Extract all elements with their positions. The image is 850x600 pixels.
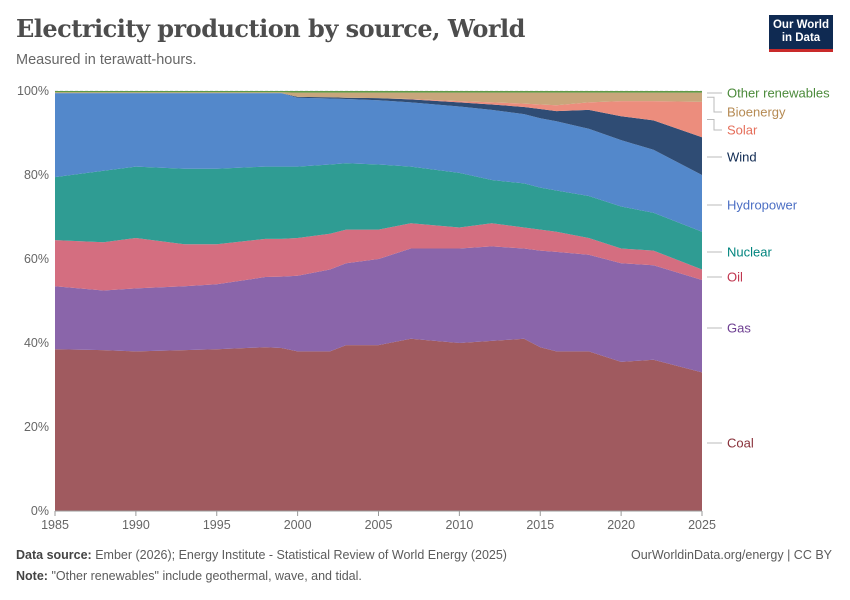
y-tick-label: 0% — [31, 504, 49, 518]
data-source-text: Ember (2026); Energy Institute - Statist… — [95, 548, 507, 562]
y-tick-label: 80% — [24, 168, 49, 182]
x-tick-label: 1995 — [203, 518, 231, 532]
y-tick-label: 60% — [24, 252, 49, 266]
chart-subtitle: Measured in terawatt-hours. — [16, 52, 197, 68]
legend-label-bioenergy[interactable]: Bioenergy — [727, 105, 786, 120]
x-tick-label: 1985 — [41, 518, 69, 532]
y-tick-label: 100% — [17, 84, 49, 98]
note-label: Note: — [16, 569, 48, 583]
legend-label-hydropower[interactable]: Hydropower — [727, 198, 798, 213]
y-tick-label: 20% — [24, 420, 49, 434]
data-source: Data source: Ember (2026); Energy Instit… — [16, 548, 507, 562]
x-tick-label: 2000 — [284, 518, 312, 532]
legend-label-oil[interactable]: Oil — [727, 270, 743, 285]
data-source-label: Data source: — [16, 548, 92, 562]
area-nuclear[interactable] — [55, 163, 702, 270]
area-wind[interactable] — [55, 93, 702, 175]
legend-connector — [707, 119, 722, 131]
y-tick-label: 40% — [24, 336, 49, 350]
legend-label-gas[interactable]: Gas — [727, 321, 751, 336]
area-other-renewables[interactable] — [55, 91, 702, 93]
legend-label-other-renewables[interactable]: Other renewables — [727, 86, 830, 101]
chart-title: Electricity production by source, World — [16, 14, 525, 43]
note-text: "Other renewables" include geothermal, w… — [51, 569, 362, 583]
legend-label-nuclear[interactable]: Nuclear — [727, 245, 772, 260]
legend-connector — [707, 96, 722, 113]
area-gas[interactable] — [55, 246, 702, 373]
source-link[interactable]: OurWorldinData.org/energy | CC BY — [630, 548, 832, 562]
area-oil[interactable] — [55, 223, 702, 291]
x-tick-label: 2020 — [607, 518, 635, 532]
x-tick-label: 2015 — [526, 518, 554, 532]
x-tick-label: 2025 — [688, 518, 716, 532]
area-bioenergy[interactable] — [55, 92, 702, 106]
note: Note: "Other renewables" include geother… — [16, 569, 362, 583]
area-hydropower[interactable] — [55, 93, 702, 232]
x-tick-label: 1990 — [122, 518, 150, 532]
legend-label-solar[interactable]: Solar — [727, 123, 758, 138]
legend-label-wind[interactable]: Wind — [727, 150, 757, 165]
stacked-area-chart: 0% 20% 40% 60% 80% 100% 1985 1990 1995 2000 2005 20… — [17, 84, 830, 532]
x-tick-label: 2010 — [445, 518, 473, 532]
owid-logo[interactable]: Our World in Data — [769, 15, 833, 52]
x-tick-label: 2005 — [365, 518, 393, 532]
legend-label-coal[interactable]: Coal — [727, 436, 754, 451]
area-coal[interactable] — [55, 338, 702, 511]
